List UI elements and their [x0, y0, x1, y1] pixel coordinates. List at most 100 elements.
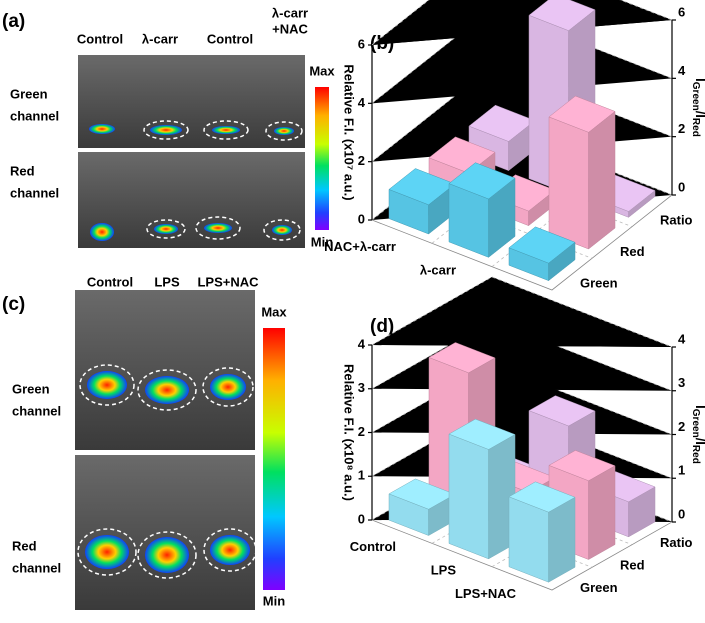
bar-top [508, 226, 576, 264]
bar-top [528, 395, 596, 427]
category-label: Control [350, 539, 396, 554]
y2-label-part: I [693, 78, 705, 82]
row-label: channel [10, 185, 59, 200]
image-panels [75, 55, 329, 610]
y2-label-part: Green [690, 409, 701, 438]
y2-label-part: Red [690, 118, 701, 137]
bar-top [508, 481, 576, 513]
y2-tick-label: 1 [678, 463, 685, 478]
series-label: Ratio [660, 535, 693, 550]
bar [468, 104, 536, 172]
y-axis-label: Relative F.I. (x10⁸ a.u.) [342, 364, 357, 501]
row-label: Green [12, 381, 50, 396]
bar [448, 162, 516, 258]
bar [388, 478, 456, 536]
panel-labels: (a)Control λ-carr Controlλ-carr+NACGreench… [2, 5, 335, 608]
bar-front [448, 433, 489, 560]
colorbar [315, 87, 329, 230]
series-label: Red [620, 244, 645, 259]
bar-top [548, 95, 616, 133]
y2-tick-label: 2 [678, 419, 685, 434]
bar-top [548, 450, 616, 482]
column-label: +NAC [272, 21, 308, 36]
y-tick-label: 4 [358, 336, 366, 351]
y-tick-label: 1 [358, 468, 365, 483]
series-label: Green [580, 276, 618, 291]
category-label: LPS+NAC [455, 586, 517, 601]
row-label: channel [12, 403, 61, 418]
y2-label-part: I [693, 405, 705, 409]
y2-tick-label: 4 [678, 63, 686, 78]
bar-front [548, 116, 589, 250]
scale-min: Min [311, 234, 333, 249]
category-label: λ-carr [420, 262, 456, 277]
image-red [78, 152, 305, 248]
y2-tick-label: 0 [678, 506, 685, 521]
bar-side [588, 465, 616, 560]
category-label: NAC+λ-carr [324, 239, 396, 254]
row-label: Green [10, 86, 48, 101]
image-green [78, 55, 305, 148]
y-tick-label: 2 [358, 153, 365, 168]
row-label: Red [12, 538, 37, 553]
column-label: λ-carr [272, 5, 308, 20]
y2-tick-label: 6 [678, 4, 685, 19]
bar [448, 418, 516, 560]
y-axis-label: Relative F.I. (x10⁷ a.u.) [342, 64, 357, 200]
y-tick-label: 2 [358, 424, 365, 439]
category-label: LPS [431, 562, 457, 577]
y-tick-label: 6 [358, 36, 365, 51]
roi [143, 120, 303, 241]
column-label: Control [77, 31, 123, 46]
column-label: Control [207, 31, 253, 46]
signals [89, 124, 294, 241]
bar [548, 95, 616, 250]
scale-max: Max [261, 304, 287, 319]
y2-tick-label: 2 [678, 121, 685, 136]
y-tick-label: 3 [358, 380, 365, 395]
grid-line [371, 7, 673, 104]
grid-line [371, 276, 673, 348]
bar-top [448, 418, 516, 450]
row-label: channel [10, 108, 59, 123]
row-label: channel [12, 560, 61, 575]
bar [508, 481, 576, 583]
y2-axis-label: IGreen/IRed [690, 78, 705, 137]
panel-label: (c) [2, 294, 25, 315]
scale-min: Min [263, 593, 285, 608]
row-label: Red [10, 163, 35, 178]
series-label: Green [580, 580, 618, 595]
column-label: LPS [154, 274, 180, 289]
y2-label-part: /I [693, 438, 705, 445]
colorbar [263, 328, 285, 590]
y2-axis-label: IGreen/IRed [690, 405, 705, 464]
scale-max: Max [309, 63, 335, 78]
y2-label-part: Green [690, 82, 701, 111]
bar [508, 226, 576, 282]
bar-top [528, 0, 596, 31]
y-tick-label: 0 [358, 511, 365, 526]
roi [77, 364, 257, 579]
bar-side [588, 110, 616, 250]
panel-label: (a) [2, 11, 25, 32]
y2-tick-label: 3 [678, 375, 685, 390]
column-label: LPS+NAC [197, 274, 259, 289]
grid-line [371, 0, 673, 46]
column-label: Control [87, 274, 133, 289]
y2-tick-label: 4 [678, 331, 686, 346]
y2-tick-label: 0 [678, 179, 685, 194]
y2-label-part: Red [690, 445, 701, 464]
series-label: Red [620, 557, 645, 572]
panel-label: (d) [370, 316, 394, 337]
bar-top [448, 162, 516, 200]
y-tick-label: 4 [358, 95, 366, 110]
series-label: Ratio [660, 212, 693, 227]
y-tick-label: 0 [358, 211, 365, 226]
column-label: λ-carr [142, 31, 178, 46]
bar-top [428, 342, 496, 374]
bar [388, 168, 456, 235]
